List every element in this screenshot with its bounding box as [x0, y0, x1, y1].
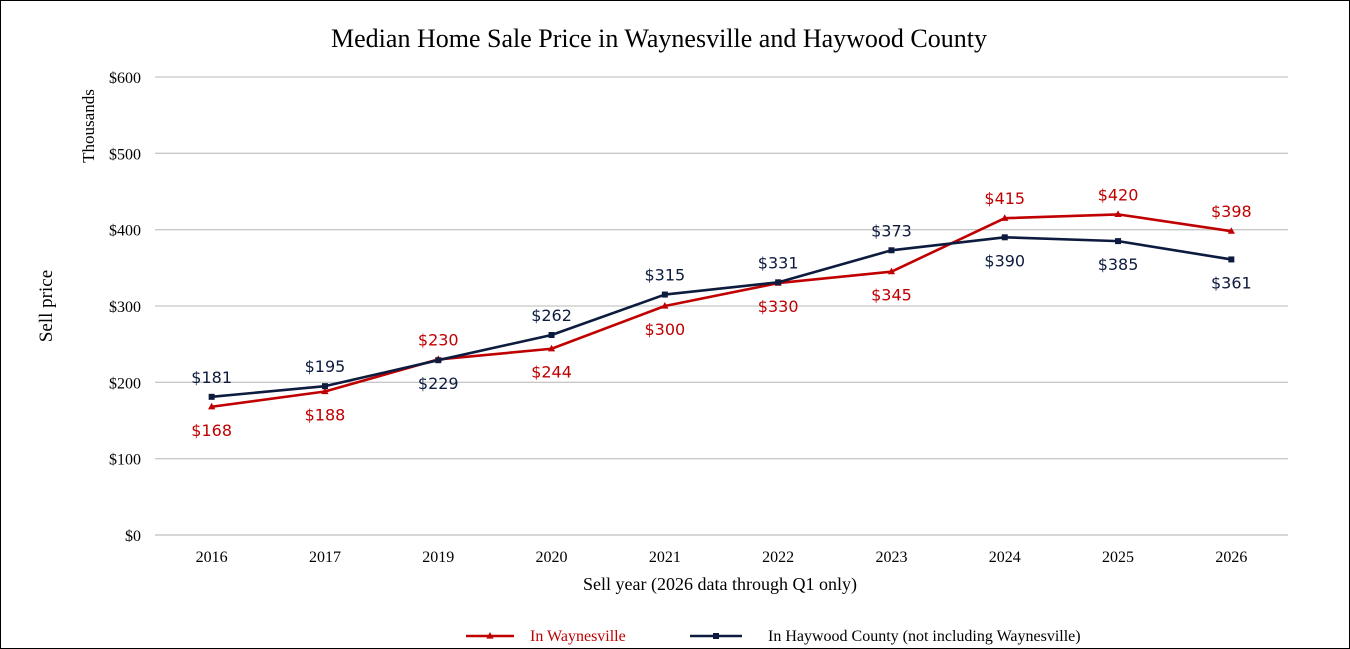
data-label: $188: [305, 405, 346, 424]
triangle-marker: [1001, 214, 1009, 221]
legend-marker: [713, 633, 719, 639]
y-tick-label: $100: [109, 452, 141, 469]
x-axis-title: Sell year (2026 data through Q1 only): [583, 574, 857, 595]
data-label: $244: [531, 363, 572, 382]
legend-marker: [486, 632, 494, 639]
x-tick-label: 2022: [762, 549, 794, 566]
y-unit-label: Thousands: [79, 89, 98, 163]
data-label: $330: [758, 297, 799, 316]
data-label: $229: [418, 374, 459, 393]
square-marker: [775, 279, 782, 286]
data-label: $420: [1098, 185, 1139, 204]
triangle-marker: [1114, 210, 1122, 217]
data-label: $300: [644, 320, 685, 339]
square-marker: [548, 332, 555, 339]
data-label: $373: [871, 221, 912, 240]
square-marker: [435, 357, 442, 364]
series-lines: [211, 213, 1232, 409]
square-marker: [1115, 238, 1122, 245]
square-marker: [1228, 256, 1235, 263]
triangle-marker: [661, 302, 669, 309]
square-marker: [321, 383, 328, 390]
y-tick-label: $300: [109, 299, 141, 316]
square-marker: [661, 291, 668, 298]
x-tick-label: 2026: [1215, 549, 1247, 566]
data-label: $168: [191, 421, 232, 440]
data-label: $415: [984, 189, 1025, 208]
data-label: $181: [191, 368, 232, 387]
triangle-marker: [208, 402, 216, 410]
x-tick-label: 2021: [649, 549, 681, 566]
y-tick-label: $200: [109, 375, 141, 392]
x-tick-label: 2019: [422, 549, 454, 566]
data-label: $195: [305, 357, 346, 376]
x-tick-label: 2025: [1102, 549, 1134, 566]
square-marker: [1001, 234, 1008, 241]
chart-title: Median Home Sale Price in Waynesville an…: [331, 24, 987, 53]
data-labels: $168 $188 $230 $244 $300 $330 $345 $415 $420 $398…: [191, 185, 1251, 439]
data-label: $390: [984, 251, 1025, 270]
gridlines: [155, 76, 1288, 536]
y-tick-label: $600: [109, 70, 141, 87]
data-label: $230: [418, 330, 459, 349]
x-tick-label: 2023: [875, 549, 907, 566]
data-label: $331: [758, 253, 799, 272]
data-label: $361: [1211, 273, 1252, 292]
series-line-2: [211, 236, 1232, 399]
data-label: $385: [1098, 255, 1139, 274]
series-markers: [208, 210, 1235, 410]
x-tick-label: 2020: [536, 549, 568, 566]
data-label: $398: [1211, 202, 1252, 221]
data-label: $315: [644, 266, 685, 285]
x-tick-label: 2024: [989, 549, 1021, 566]
x-axis-ticks: 2016 2017 2019 2020 2021 2022 2023 2024 2025 2026: [196, 549, 1248, 566]
triangle-marker: [321, 387, 329, 395]
y-tick-label: $500: [109, 146, 141, 163]
data-label: $262: [531, 306, 572, 325]
triangle-marker: [1227, 227, 1235, 234]
data-label: $345: [871, 286, 912, 305]
series-line-1: [211, 213, 1232, 409]
triangle-marker: [887, 267, 896, 275]
y-axis-title: Sell price: [36, 270, 57, 342]
x-tick-label: 2017: [309, 549, 341, 566]
x-tick-label: 2016: [196, 549, 228, 566]
square-marker: [888, 247, 895, 254]
y-axis-ticks: $0 $100 $200 $300 $400 $500 $600: [109, 70, 141, 545]
legend-label-1: In Waynesville: [530, 628, 626, 645]
square-marker: [208, 393, 215, 400]
legend: In Waynesville In Haywood County (not inc…: [466, 628, 1081, 645]
y-tick-label: $0: [125, 528, 141, 545]
triangle-marker: [547, 344, 556, 352]
y-tick-label: $400: [109, 223, 141, 240]
legend-label-2: In Haywood County (not including Waynesv…: [768, 628, 1081, 645]
